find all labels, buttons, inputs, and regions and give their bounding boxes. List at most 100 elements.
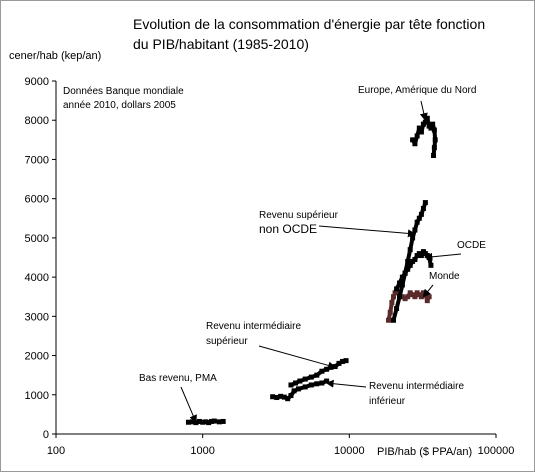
annotation-label: OCDE <box>457 240 486 251</box>
series-5 <box>390 200 428 323</box>
data-point <box>394 286 400 292</box>
data-point <box>418 211 424 217</box>
y-tick-label: 2000 <box>25 351 49 363</box>
data-point <box>200 419 206 425</box>
data-point <box>291 388 297 394</box>
x-tick-label: 10000 <box>334 445 365 457</box>
annotation-0: Europe, Amérique du Nord <box>358 85 476 122</box>
data-point <box>397 294 403 300</box>
data-point <box>418 253 424 259</box>
data-point <box>428 125 434 131</box>
data-point <box>402 296 408 302</box>
data-point <box>293 380 299 386</box>
data-point <box>308 374 314 380</box>
data-point <box>390 317 396 323</box>
data-point <box>399 282 405 288</box>
data-point <box>420 205 426 211</box>
annotation-label: supérieur <box>206 336 248 347</box>
data-point <box>216 419 222 425</box>
annotation-4: Revenu intermédiaire supérieur <box>206 321 337 370</box>
series-group <box>185 115 438 426</box>
y-tick-label: 3000 <box>25 311 49 323</box>
data-point <box>424 298 430 304</box>
annotation-arrow <box>419 100 428 122</box>
data-point <box>285 396 291 402</box>
series-2 <box>288 358 349 388</box>
annotation-5: Revenu intermédiaire inférieur <box>325 379 464 407</box>
annotation-2: OCDE <box>424 240 486 261</box>
data-point <box>399 294 405 300</box>
y-axis-label: cener/hab (kep/an) <box>9 50 101 62</box>
annotation-arrow <box>422 284 434 298</box>
data-point <box>211 418 217 424</box>
data-point <box>386 317 392 323</box>
data-point <box>416 125 422 131</box>
y-tick-label: 8000 <box>25 115 49 127</box>
data-point <box>209 418 215 424</box>
data-point <box>220 418 226 424</box>
data-point <box>397 280 403 286</box>
data-point <box>319 368 325 374</box>
series-6 <box>410 115 438 159</box>
data-point <box>390 294 396 300</box>
y-tick-label: 0 <box>43 429 49 441</box>
data-point <box>422 119 428 125</box>
data-point <box>196 418 202 424</box>
y-ticks: 0 1000 2000 3000 4000 5000 6000 7000 8000 9000 <box>25 76 56 441</box>
data-point <box>389 300 395 306</box>
series-0 <box>185 418 226 426</box>
data-point <box>418 129 424 135</box>
data-point <box>302 384 308 390</box>
annotation-label: Revenu supérieur <box>259 210 339 221</box>
annotation-arrow <box>258 345 337 370</box>
annotation-arrow <box>424 252 462 261</box>
data-point <box>302 376 308 382</box>
x-tick-label: 1000 <box>190 445 214 457</box>
annotation-arrow <box>180 386 197 424</box>
data-point <box>281 394 287 400</box>
data-point <box>426 294 432 300</box>
data-point <box>402 270 408 276</box>
data-point <box>288 382 294 388</box>
data-point <box>278 393 284 399</box>
data-point <box>412 141 418 147</box>
source-note-line: Données Banque mondiale <box>63 86 184 97</box>
y-tick-label: 1000 <box>25 390 49 402</box>
source-note: Données Banque mondiale année 2010, dolla… <box>63 86 184 111</box>
data-point <box>431 145 437 151</box>
data-point <box>340 358 346 364</box>
data-point <box>407 247 413 253</box>
data-point <box>430 121 436 127</box>
data-point <box>274 395 280 401</box>
annotation-3: Monde <box>422 271 460 298</box>
y-tick-label: 5000 <box>25 233 49 245</box>
data-point <box>414 133 420 139</box>
data-point <box>412 227 418 233</box>
data-point <box>387 309 393 315</box>
data-point <box>431 153 437 159</box>
data-point <box>416 215 422 221</box>
annotation-label: Europe, Amérique du Nord <box>358 85 476 96</box>
data-point <box>431 127 437 133</box>
data-point <box>314 381 320 387</box>
data-point <box>394 305 400 311</box>
data-point <box>324 366 330 372</box>
data-point <box>319 380 325 386</box>
annotation-arrow <box>318 225 416 238</box>
annotation-label: Revenu intermédiaire <box>369 381 464 392</box>
x-tick-label: 100 <box>47 445 65 457</box>
data-point <box>405 294 411 300</box>
annotation-label: Bas revenu, PMA <box>139 373 217 384</box>
data-point <box>412 294 418 300</box>
data-point <box>414 219 420 225</box>
chart-title-line: Evolution de la consommation d'énergie p… <box>133 16 485 32</box>
source-note-line: année 2010, dollars 2005 <box>63 100 176 111</box>
x-tick-label: 100000 <box>478 445 515 457</box>
chart-title: Evolution de la consommation d'énergie p… <box>133 16 485 52</box>
data-point <box>203 419 209 425</box>
data-point <box>343 358 349 364</box>
annotation-arrow <box>325 379 367 388</box>
y-tick-label: 7000 <box>25 154 49 166</box>
